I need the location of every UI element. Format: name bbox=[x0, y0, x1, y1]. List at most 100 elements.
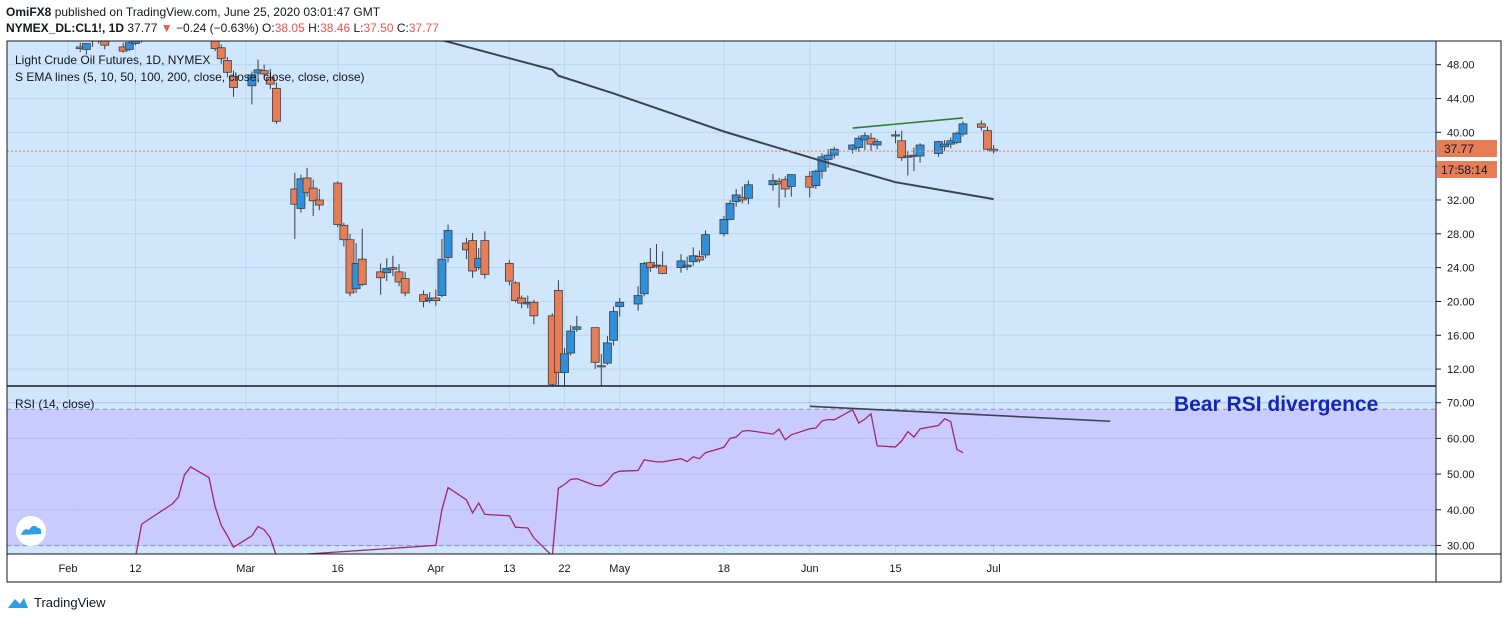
candle[interactable] bbox=[480, 231, 490, 279]
candle[interactable] bbox=[216, 44, 226, 64]
candle[interactable] bbox=[247, 71, 257, 105]
candle-body bbox=[247, 74, 257, 87]
candle[interactable] bbox=[174, 16, 182, 30]
candle[interactable] bbox=[205, 22, 213, 40]
candle[interactable] bbox=[296, 174, 306, 213]
candle[interactable] bbox=[940, 139, 949, 151]
candle[interactable] bbox=[229, 70, 238, 97]
candle[interactable] bbox=[817, 153, 827, 179]
candle[interactable] bbox=[302, 167, 312, 197]
price-trendline[interactable] bbox=[852, 117, 964, 129]
candle[interactable] bbox=[382, 258, 392, 282]
candle[interactable] bbox=[95, 33, 103, 44]
candle[interactable] bbox=[694, 250, 704, 263]
candle[interactable] bbox=[897, 130, 907, 162]
candle[interactable] bbox=[431, 289, 441, 306]
candle[interactable] bbox=[81, 43, 91, 55]
candle[interactable] bbox=[333, 181, 343, 228]
candle[interactable] bbox=[596, 353, 606, 386]
candle[interactable] bbox=[566, 325, 576, 356]
tradingview-watermark[interactable] bbox=[16, 516, 46, 546]
candle[interactable] bbox=[786, 174, 796, 197]
candle[interactable] bbox=[676, 254, 686, 273]
price-pane-bg[interactable] bbox=[7, 41, 1436, 386]
candle[interactable] bbox=[222, 57, 232, 78]
price-legend-ema[interactable]: S EMA lines (5, 10, 50, 100, 200, close,… bbox=[15, 70, 365, 84]
candle[interactable] bbox=[639, 261, 649, 297]
candle[interactable] bbox=[468, 232, 477, 278]
candle[interactable] bbox=[854, 135, 864, 152]
candle[interactable] bbox=[443, 224, 453, 263]
candle[interactable] bbox=[554, 280, 563, 414]
candle[interactable] bbox=[983, 126, 992, 151]
candle[interactable] bbox=[88, 34, 97, 47]
candle[interactable] bbox=[725, 199, 735, 221]
candle[interactable] bbox=[265, 68, 275, 90]
price-legend-title[interactable]: Light Crude Oil Futures, 1D, NYMEX bbox=[15, 53, 210, 67]
candle[interactable] bbox=[400, 271, 410, 297]
candle[interactable] bbox=[437, 238, 447, 298]
candle[interactable] bbox=[811, 169, 821, 189]
candle[interactable] bbox=[682, 256, 692, 271]
candle[interactable] bbox=[272, 82, 281, 124]
candle[interactable] bbox=[187, 14, 195, 23]
candle[interactable] bbox=[915, 143, 925, 163]
candle[interactable] bbox=[314, 188, 324, 211]
candle[interactable] bbox=[658, 251, 668, 275]
rsi-axis[interactable]: 70.00 60.00 50.00 40.00 30.00 bbox=[1436, 398, 1475, 553]
rsi-trendline[interactable] bbox=[809, 405, 1111, 423]
candle[interactable] bbox=[388, 255, 398, 277]
candle[interactable] bbox=[829, 146, 839, 159]
candle[interactable] bbox=[168, 24, 176, 34]
candle[interactable] bbox=[701, 230, 710, 259]
candle[interactable] bbox=[609, 306, 618, 346]
candle[interactable] bbox=[872, 139, 882, 150]
candle[interactable] bbox=[144, 27, 152, 37]
candle[interactable] bbox=[590, 327, 600, 370]
candle[interactable] bbox=[719, 216, 729, 237]
candle[interactable] bbox=[633, 286, 643, 311]
candle[interactable] bbox=[131, 33, 140, 46]
candle[interactable] bbox=[100, 38, 110, 50]
candle[interactable] bbox=[603, 336, 612, 365]
time-tick-label: 16 bbox=[332, 563, 344, 575]
rsi-legend[interactable]: RSI (14, close) bbox=[15, 397, 94, 411]
candle[interactable] bbox=[357, 228, 367, 287]
candle[interactable] bbox=[308, 179, 318, 217]
candle[interactable] bbox=[989, 145, 999, 154]
publish-info: published on TradingView.com, June 25, 2… bbox=[54, 5, 381, 19]
price-axis[interactable]: 48.0044.0040.0036.0032.0028.0024.0020.00… bbox=[1436, 60, 1475, 376]
candle[interactable] bbox=[560, 347, 569, 416]
candle[interactable] bbox=[958, 121, 968, 137]
candle[interactable] bbox=[615, 298, 625, 317]
candle[interactable] bbox=[737, 186, 747, 204]
time-axis[interactable]: Feb 12 Mar 16 Apr 13 22 May 18 Jun 15 Jul bbox=[59, 563, 1001, 575]
candle[interactable] bbox=[976, 120, 986, 131]
candle[interactable] bbox=[866, 133, 876, 151]
candle[interactable] bbox=[511, 281, 520, 303]
candle[interactable] bbox=[210, 33, 220, 52]
candle[interactable] bbox=[529, 299, 539, 325]
candle[interactable] bbox=[339, 222, 349, 247]
ema-line[interactable] bbox=[441, 40, 994, 201]
candle[interactable] bbox=[259, 64, 269, 79]
candle[interactable] bbox=[823, 149, 833, 168]
candle[interactable] bbox=[180, 14, 188, 25]
candle[interactable] bbox=[376, 263, 386, 295]
candle[interactable] bbox=[394, 264, 404, 287]
candle[interactable] bbox=[58, 31, 66, 41]
rsi-line[interactable] bbox=[135, 408, 964, 558]
author-name[interactable]: OmiFX8 bbox=[6, 5, 52, 19]
candle[interactable] bbox=[744, 180, 753, 205]
footer-brand[interactable]: TradingView bbox=[34, 594, 106, 610]
candle[interactable] bbox=[860, 132, 870, 151]
candle[interactable] bbox=[517, 295, 527, 309]
candle[interactable] bbox=[572, 315, 582, 332]
candle[interactable] bbox=[891, 130, 900, 144]
candle[interactable] bbox=[934, 140, 943, 157]
candle[interactable] bbox=[124, 38, 134, 52]
candle[interactable] bbox=[504, 260, 514, 286]
candle[interactable] bbox=[952, 131, 962, 145]
candle-body bbox=[940, 143, 949, 148]
